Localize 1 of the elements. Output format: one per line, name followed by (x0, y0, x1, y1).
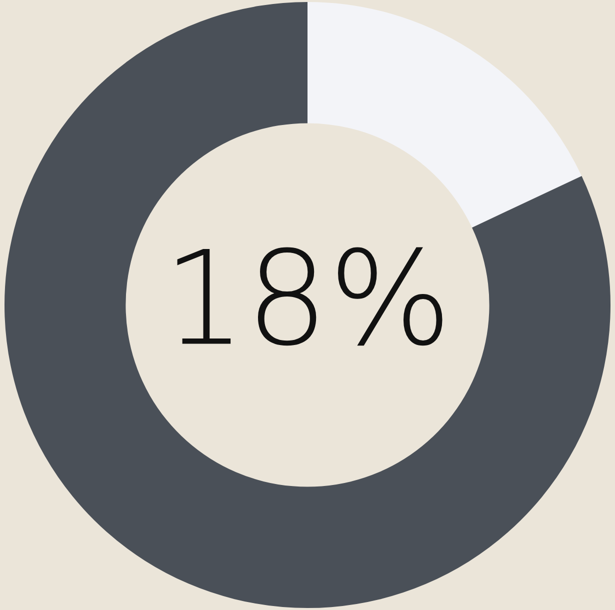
data-label: 18% (163, 222, 452, 375)
